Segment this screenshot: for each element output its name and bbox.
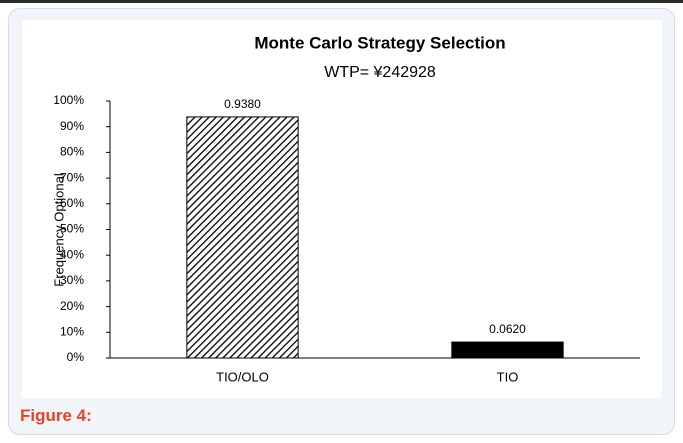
x-tick-label: TIO <box>497 369 519 384</box>
data-label: 0.9380 <box>224 97 261 111</box>
y-tick-label: 80% <box>60 145 84 159</box>
bar <box>451 341 564 359</box>
figure-caption: Figure 4: <box>20 406 92 425</box>
y-tick-label: 40% <box>60 247 84 261</box>
bar <box>186 116 299 359</box>
x-tick-label: TIO/OLO <box>216 369 269 384</box>
y-tick-label: 70% <box>60 170 84 184</box>
y-tick-label: 0% <box>67 350 85 364</box>
y-tick-label: 90% <box>60 119 84 133</box>
y-tick-label: 100% <box>53 93 84 107</box>
data-label: 0.0620 <box>489 322 526 336</box>
top-rule <box>0 0 683 3</box>
chart-title: Monte Carlo Strategy Selection <box>254 33 505 52</box>
y-tick-label: 50% <box>60 222 84 236</box>
chart-subtitle: WTP= ¥242928 <box>324 64 436 81</box>
y-tick-label: 10% <box>60 324 84 338</box>
chart-area <box>22 20 662 398</box>
y-axis-label: Frequency Optional <box>51 173 66 287</box>
y-tick-label: 60% <box>60 196 84 210</box>
y-tick-label: 30% <box>60 273 84 287</box>
y-tick-label: 20% <box>60 299 84 313</box>
